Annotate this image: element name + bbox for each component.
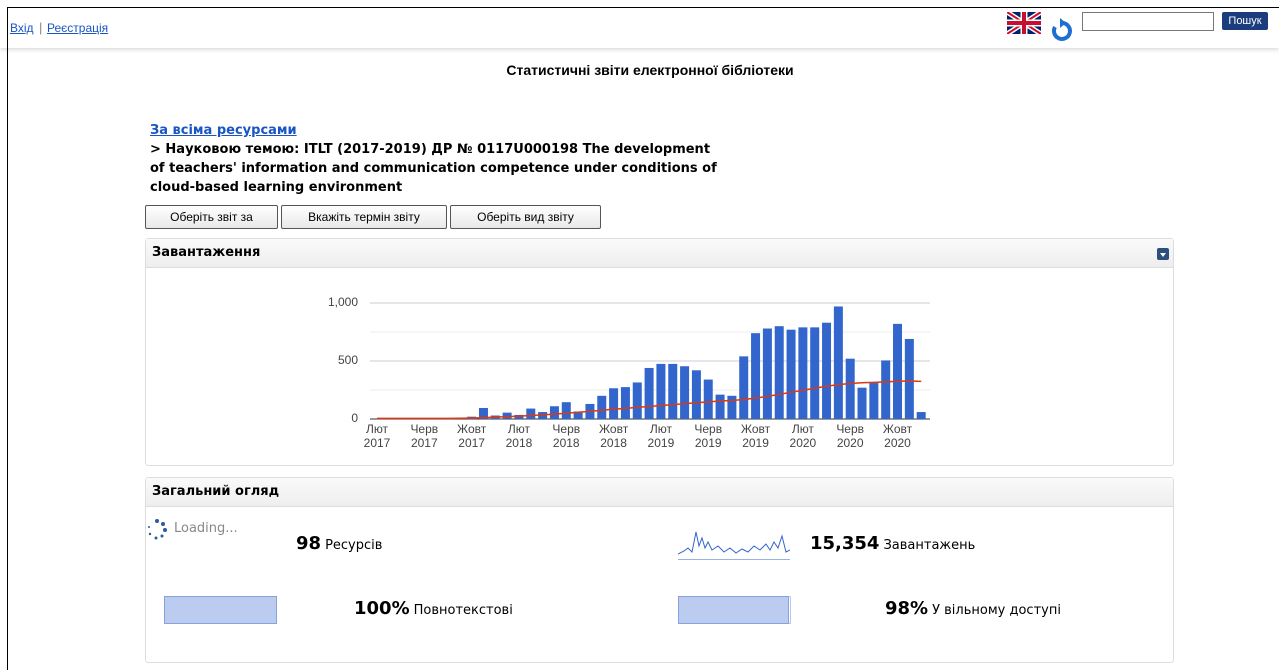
x-tick-label: Жовт 2019 bbox=[740, 422, 771, 450]
stat-label: Завантажень bbox=[883, 538, 976, 553]
flag-icon[interactable] bbox=[1007, 12, 1041, 34]
login-link[interactable]: Вхід bbox=[10, 21, 34, 35]
stat: 98% У вільному доступі bbox=[885, 598, 1061, 619]
button[interactable]: Оберіть звіт за bbox=[145, 205, 278, 229]
stat-label: Повнотекстові bbox=[413, 603, 513, 618]
x-tick-label: Жовт 2018 bbox=[598, 422, 629, 450]
page-title: Статистичні звіти електронної бібліотеки bbox=[506, 62, 794, 78]
breadcrumb: За всіма ресурсами > Науковою темою: ITL… bbox=[150, 121, 725, 197]
stat-label: У вільному доступі bbox=[932, 603, 1061, 618]
stat-value: 15,354 bbox=[810, 533, 880, 554]
button[interactable]: Оберіть вид звіту bbox=[450, 205, 601, 229]
x-tick-label: Лют 2019 bbox=[647, 422, 675, 450]
x-tick-label: Лют 2017 bbox=[363, 422, 391, 450]
stat: 98 Ресурсів bbox=[296, 533, 382, 554]
loading-text: Loading... bbox=[174, 521, 238, 536]
downloads-panel: Завантаження bbox=[145, 238, 1174, 466]
x-tick-label: Черв 2017 bbox=[410, 422, 439, 450]
x-tick-label: Лют 2020 bbox=[789, 422, 817, 450]
breadcrumb-link[interactable]: За всіма ресурсами bbox=[150, 123, 297, 138]
panel-header: Загальний огляд bbox=[146, 478, 1173, 507]
stat: 15,354 Завантажень bbox=[810, 533, 975, 554]
register-link[interactable]: Реєстрація bbox=[47, 21, 109, 35]
progress-fill bbox=[164, 596, 277, 624]
x-tick-label: Черв 2020 bbox=[836, 422, 865, 450]
x-tick-label: Жовт 2020 bbox=[882, 422, 913, 450]
x-tick-label: Черв 2019 bbox=[694, 422, 723, 450]
stat-label: Ресурсів bbox=[325, 538, 383, 553]
button[interactable]: Вкажіть термін звіту bbox=[281, 205, 447, 229]
stat-value: 98 bbox=[296, 533, 322, 554]
panel-header: Завантаження bbox=[146, 239, 1173, 268]
stat-value: 98% bbox=[885, 598, 929, 619]
search-input[interactable] bbox=[1082, 12, 1214, 31]
x-tick-label: Жовт 2017 bbox=[457, 422, 487, 450]
x-tick-label: Лют 2018 bbox=[505, 422, 533, 450]
sparkline bbox=[678, 531, 790, 560]
search-button[interactable]: Пошук bbox=[1222, 12, 1268, 30]
breadcrumb-text: > Науковою темою: ITLT (2017-2019) ДР № … bbox=[150, 142, 717, 195]
collapse-icon[interactable] bbox=[1157, 248, 1169, 260]
x-tick-label: Черв 2018 bbox=[552, 422, 581, 450]
refresh-icon[interactable] bbox=[1049, 18, 1073, 42]
stat: 100% Повнотекстові bbox=[354, 598, 513, 619]
frame bbox=[7, 7, 1279, 670]
progress-fill bbox=[678, 596, 789, 624]
overview-panel: Загальний огляд bbox=[145, 477, 1174, 663]
stat-value: 100% bbox=[354, 598, 410, 619]
spinner-icon bbox=[148, 519, 167, 540]
separator: | bbox=[39, 20, 43, 35]
